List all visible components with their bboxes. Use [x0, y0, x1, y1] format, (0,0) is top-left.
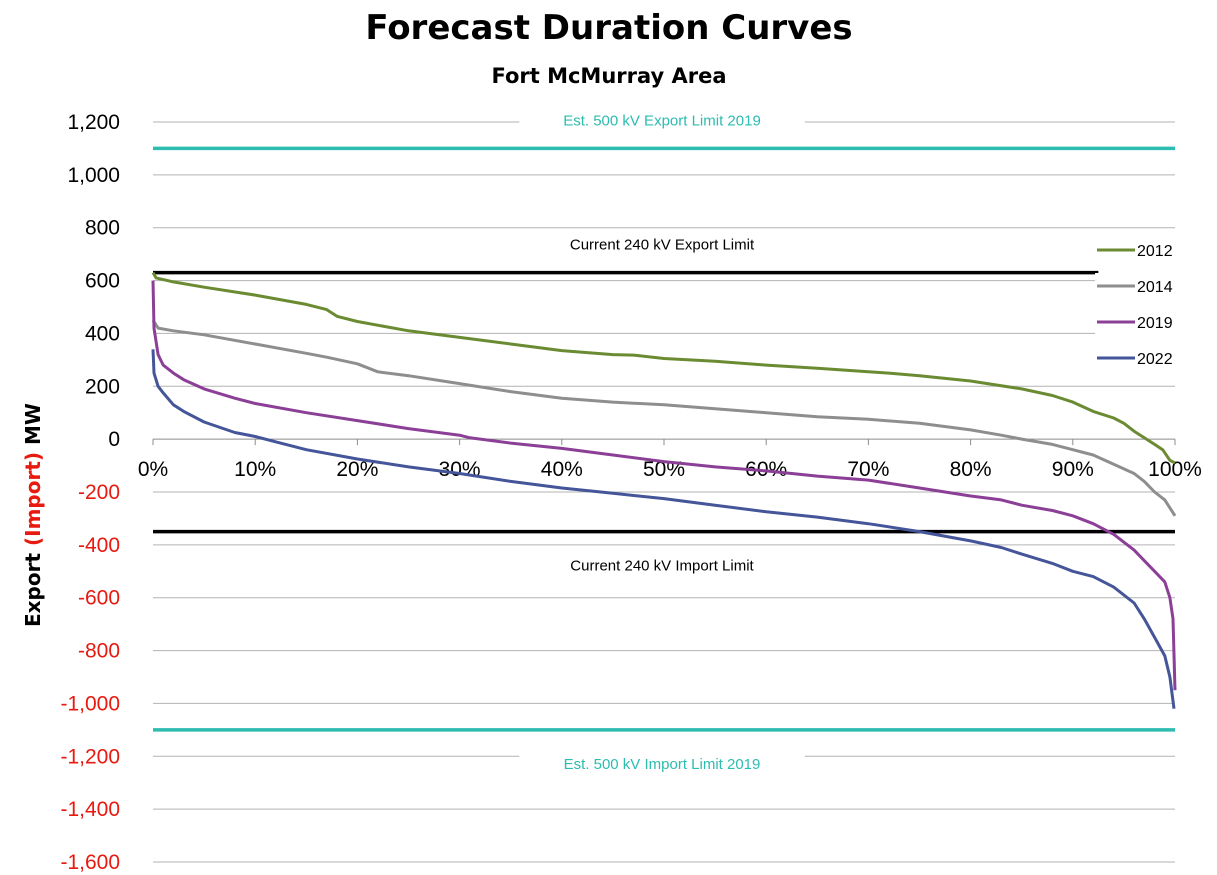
x-tick-label: 70%	[847, 458, 889, 481]
y-tick-label: 1,000	[67, 164, 120, 187]
ref-label-bg	[519, 108, 805, 133]
y-tick-label: -1,600	[60, 851, 120, 874]
legend: 2012 2014 2019 2022	[1095, 237, 1191, 371]
legend-label-2019: 2019	[1137, 315, 1173, 332]
series-line-2019	[151, 280, 1177, 691]
chart-title: Forecast Duration Curves	[365, 8, 852, 48]
x-tick-label: 100%	[1148, 458, 1202, 481]
y-tick-label: -400	[78, 534, 120, 557]
x-tick-label: 20%	[336, 458, 378, 481]
ref-label-current-240-kv-import-limit: Current 240 kV Import Limit	[570, 558, 754, 575]
y-tick-label: 800	[85, 217, 120, 240]
series-line-2012	[151, 271, 1176, 465]
reference-lines: Est. 500 kV Export Limit 2019 Current 240…	[153, 108, 1175, 776]
x-tick-label: 90%	[1052, 458, 1094, 481]
y-axis-label-import: (Import)	[21, 452, 45, 546]
y-tick-label: 1,200	[67, 111, 120, 134]
ref-label-est-500-kv-export-limit-2019: Est. 500 kV Export Limit 2019	[563, 112, 761, 129]
y-tick-label: -200	[78, 481, 120, 504]
y-tick-label: -600	[78, 587, 120, 610]
x-tick-label: 80%	[950, 458, 992, 481]
y-axis-label-mw: MW	[21, 403, 45, 452]
y-tick-label: 600	[85, 270, 120, 293]
x-tick-label: 40%	[541, 458, 583, 481]
title-group: Forecast Duration Curves Fort McMurray A…	[365, 8, 852, 88]
series-line-2014	[151, 319, 1177, 517]
y-tick-label: -1,200	[60, 745, 120, 768]
chart-subtitle: Fort McMurray Area	[491, 64, 726, 88]
y-tick-label: -800	[78, 640, 120, 663]
ref-label-bg	[527, 232, 797, 257]
x-tick-label: 30%	[439, 458, 481, 481]
legend-label-2014: 2014	[1137, 279, 1173, 296]
ref-label-est-500-kv-import-limit-2019: Est. 500 kV Import Limit 2019	[564, 756, 761, 773]
y-tick-label: 200	[85, 375, 120, 398]
legend-label-2012: 2012	[1137, 243, 1173, 260]
x-tick-label: 0%	[138, 458, 168, 481]
series-line-2022	[151, 349, 1176, 709]
legend-label-2022: 2022	[1137, 351, 1173, 368]
y-tick-label: 0	[108, 428, 120, 451]
y-axis-label-export: Export	[21, 546, 45, 627]
axes: 1,200 1,000 800 600 400 200 0 -200 -400 -600 -800 -…	[60, 111, 1201, 874]
gridlines	[153, 121, 1175, 863]
y-axis-label: Export (Import) MW	[21, 403, 45, 627]
ref-label-bg	[519, 751, 805, 776]
ref-label-current-240-kv-export-limit: Current 240 kV Export Limit	[570, 237, 755, 254]
ref-label-bg	[527, 553, 797, 578]
y-tick-label: -1,400	[60, 798, 120, 821]
y-tick-label: 400	[85, 322, 120, 345]
x-tick-label: 10%	[234, 458, 276, 481]
series-lines	[151, 271, 1177, 709]
y-tick-label: -1,000	[60, 692, 120, 715]
